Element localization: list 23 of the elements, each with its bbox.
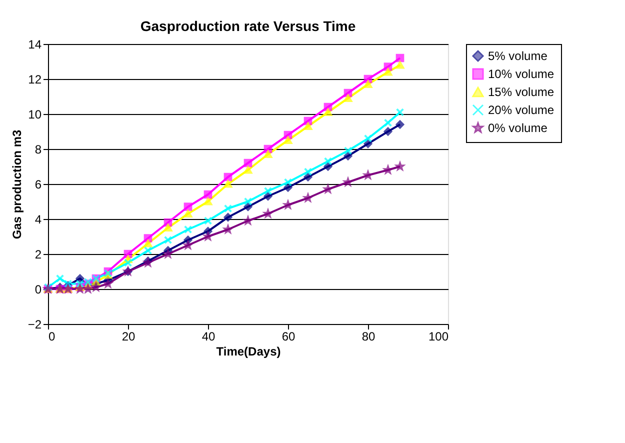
legend-label: 0% volume — [488, 121, 548, 135]
y-tick-label: 8 — [34, 142, 42, 156]
x-axis-title: Time(Days) — [216, 344, 281, 358]
legend-label: 5% volume — [488, 49, 548, 63]
y-tick-label: 12 — [28, 72, 42, 86]
x-tick-label: 100 — [428, 330, 449, 344]
x-tick-label: 60 — [282, 330, 296, 344]
x-tick-label: 40 — [202, 330, 216, 344]
y-axis-title: Gas production m3 — [10, 130, 24, 240]
x-tick-label: 0 — [48, 330, 56, 344]
y-tick-label: 14 — [28, 38, 42, 52]
y-tick-label: −2 — [28, 318, 42, 332]
y-tick-label: 6 — [34, 178, 42, 192]
x-tick-label: 80 — [362, 330, 376, 344]
legend-label: 20% volume — [488, 103, 554, 117]
legend-label: 10% volume — [488, 67, 554, 81]
y-tick-label: 10 — [28, 108, 42, 122]
y-tick-label: 0 — [34, 282, 42, 296]
y-tick-label: 2 — [34, 248, 42, 262]
legend-label: 15% volume — [488, 85, 554, 99]
chart-title: Gasproduction rate Versus Time — [140, 18, 356, 34]
x-tick-label: 20 — [122, 330, 136, 344]
y-tick-label: 4 — [34, 212, 42, 226]
